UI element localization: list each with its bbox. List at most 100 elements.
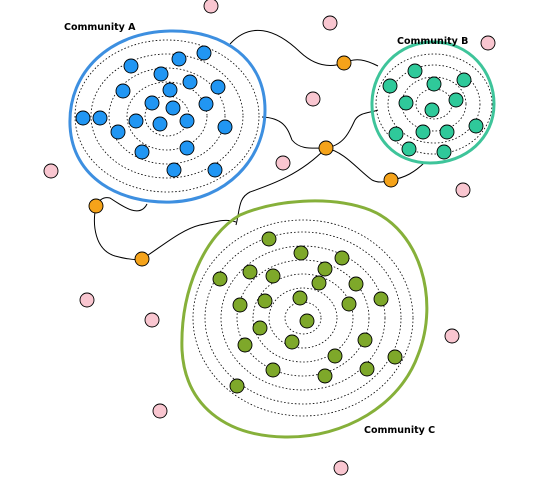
community-c-node-10 <box>257 293 273 309</box>
community-c-node-22 <box>387 349 403 365</box>
edge-bridge-bottom-to-c <box>141 219 237 260</box>
community-a-node-7 <box>162 82 178 98</box>
ring-1-3 <box>375 53 493 155</box>
community-b-node-7 <box>424 102 440 118</box>
community-a-node-8 <box>210 79 226 95</box>
community-b-label: Community B <box>397 36 468 47</box>
isolated-node-3 <box>480 35 496 51</box>
community-a-node-1 <box>123 58 139 74</box>
community-c-node-9 <box>232 297 248 313</box>
community-c-node-24 <box>317 368 333 384</box>
isolated-node-6 <box>455 182 471 198</box>
bridge-node-2 <box>318 140 334 156</box>
community-a-node-12 <box>110 124 126 140</box>
community-b-node-4 <box>426 76 442 92</box>
community-c-node-3 <box>334 250 350 266</box>
community-c-node-14 <box>373 291 389 307</box>
community-a-node-5 <box>182 74 198 90</box>
community-b-node-11 <box>468 118 484 134</box>
bridge-node-4 <box>88 198 104 214</box>
isolated-node-11 <box>152 403 168 419</box>
community-c-node-4 <box>212 271 228 287</box>
community-c-node-13 <box>341 296 357 312</box>
edges <box>93 29 426 261</box>
community-c-node-19 <box>357 332 373 348</box>
community-a-node-4 <box>153 66 169 82</box>
community-a-node-20 <box>166 162 182 178</box>
community-a-node-15 <box>179 113 195 129</box>
community-b-node-8 <box>388 126 404 142</box>
isolated-node-8 <box>79 292 95 308</box>
ring-2-5 <box>204 231 402 405</box>
community-a-node-3 <box>196 45 212 61</box>
community-b-node-13 <box>436 144 452 160</box>
ring-0-1 <box>126 81 208 151</box>
ring-1-2 <box>387 64 481 144</box>
community-a-node-19 <box>179 140 195 156</box>
community-a-node-21 <box>207 162 223 178</box>
community-b-node-10 <box>439 124 455 140</box>
community-a-node-13 <box>128 113 144 129</box>
edge-a-to-center <box>261 116 327 149</box>
community-c-node-17 <box>237 337 253 353</box>
community-c-node-5 <box>242 264 258 280</box>
community-b-node-12 <box>401 141 417 157</box>
community-a-node-14 <box>152 116 168 132</box>
ring-0-2 <box>108 67 226 165</box>
community-a-node-17 <box>198 96 214 112</box>
community-b-border <box>370 40 496 165</box>
bridge-node-1 <box>336 55 352 71</box>
ring-1-1 <box>401 76 467 132</box>
isolated-node-9 <box>144 312 160 328</box>
nodes <box>43 0 496 476</box>
bridge-node-5 <box>134 251 150 267</box>
edge-center-to-b <box>325 109 379 149</box>
community-c-node-16 <box>252 320 268 336</box>
edge-center-to-c <box>235 147 327 226</box>
ring-2-2 <box>252 273 354 363</box>
community-a-node-10 <box>165 100 181 116</box>
community-b-node-3 <box>382 78 398 94</box>
community-c-node-11 <box>292 290 308 306</box>
community-c-node-18 <box>284 334 300 350</box>
community-c-node-25 <box>229 378 245 394</box>
isolated-node-7 <box>43 163 59 179</box>
community-b-node-6 <box>448 92 464 108</box>
isolated-node-12 <box>333 460 349 476</box>
community-a-label: Community A <box>64 22 136 33</box>
community-a-node-2 <box>171 51 187 67</box>
community-a-node-18 <box>134 144 150 160</box>
community-c-node-6 <box>265 268 281 284</box>
edge-a-to-b-top <box>229 29 379 67</box>
community-c-node-1 <box>261 231 277 247</box>
community-c-border <box>180 199 429 439</box>
community-c-node-21 <box>265 362 281 378</box>
ring-2-6 <box>192 219 414 417</box>
community-a-node-6 <box>115 83 131 99</box>
ring-2-4 <box>220 245 386 391</box>
community-c-node-23 <box>359 361 375 377</box>
isolated-node-5 <box>275 155 291 171</box>
community-a-node-22 <box>75 110 91 126</box>
bridge-node-3 <box>383 172 399 188</box>
ring-0-3 <box>90 53 244 179</box>
community-b-node-1 <box>407 63 423 79</box>
community-c-node-7 <box>317 261 333 277</box>
community-a-node-9 <box>144 95 160 111</box>
edge-bridge-left-to-bottom <box>93 205 143 261</box>
community-b-node-2 <box>456 72 472 88</box>
community-a-border <box>68 29 267 204</box>
isolated-node-10 <box>444 328 460 344</box>
community-a-node-16 <box>217 119 233 135</box>
community-c-node-20 <box>327 348 343 364</box>
community-b-node-5 <box>398 95 414 111</box>
ring-2-1 <box>268 287 338 349</box>
concentric-rings <box>74 39 493 417</box>
edge-center-to-bridge-right <box>325 147 426 183</box>
community-c-node-8 <box>348 276 364 292</box>
community-c-label: Community C <box>364 425 435 436</box>
community-c-node-12 <box>311 275 327 291</box>
community-c-node-15 <box>299 313 315 329</box>
community-b-node-9 <box>415 124 431 140</box>
